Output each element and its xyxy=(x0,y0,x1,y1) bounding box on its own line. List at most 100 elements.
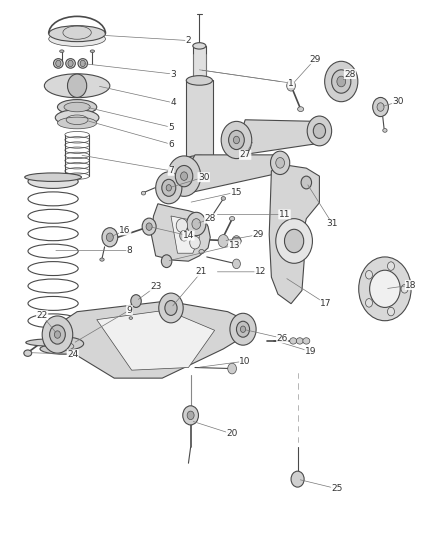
Ellipse shape xyxy=(129,317,133,319)
Circle shape xyxy=(287,80,295,91)
Ellipse shape xyxy=(100,258,104,261)
Text: 29: 29 xyxy=(309,55,321,63)
Polygon shape xyxy=(240,120,327,155)
Circle shape xyxy=(366,298,372,307)
Circle shape xyxy=(183,406,198,425)
Circle shape xyxy=(67,74,87,98)
Circle shape xyxy=(233,136,240,144)
Text: 25: 25 xyxy=(331,484,343,493)
Text: 3: 3 xyxy=(170,70,176,78)
Ellipse shape xyxy=(193,43,206,49)
Circle shape xyxy=(307,116,332,146)
Text: 8: 8 xyxy=(127,246,132,255)
Circle shape xyxy=(377,103,384,111)
Circle shape xyxy=(221,122,252,159)
Ellipse shape xyxy=(199,249,204,254)
Text: 12: 12 xyxy=(255,268,266,276)
Ellipse shape xyxy=(53,59,63,68)
Circle shape xyxy=(276,219,312,263)
Text: 22: 22 xyxy=(36,311,48,320)
Ellipse shape xyxy=(49,26,106,42)
Text: 18: 18 xyxy=(405,280,417,289)
Text: 5: 5 xyxy=(168,123,174,132)
Circle shape xyxy=(230,313,256,345)
Text: 14: 14 xyxy=(183,231,194,240)
Ellipse shape xyxy=(24,350,32,357)
Text: 1: 1 xyxy=(288,78,294,87)
Polygon shape xyxy=(151,204,210,261)
Circle shape xyxy=(401,285,408,293)
Circle shape xyxy=(167,156,201,196)
Text: 11: 11 xyxy=(279,210,290,219)
Polygon shape xyxy=(188,155,286,192)
Text: 9: 9 xyxy=(127,305,132,314)
Polygon shape xyxy=(269,165,319,304)
Circle shape xyxy=(68,60,73,67)
Ellipse shape xyxy=(28,174,78,188)
Ellipse shape xyxy=(186,156,213,165)
Circle shape xyxy=(237,321,250,337)
Circle shape xyxy=(142,218,156,235)
Circle shape xyxy=(159,293,183,323)
Text: 21: 21 xyxy=(196,268,207,276)
Circle shape xyxy=(301,176,311,189)
Circle shape xyxy=(187,212,206,236)
Circle shape xyxy=(42,316,73,353)
Text: 6: 6 xyxy=(168,140,174,149)
Text: 19: 19 xyxy=(305,347,316,356)
Circle shape xyxy=(165,301,177,316)
Ellipse shape xyxy=(78,59,88,68)
Circle shape xyxy=(54,331,60,338)
Circle shape xyxy=(161,255,172,268)
Text: 23: 23 xyxy=(150,282,161,291)
Circle shape xyxy=(80,60,85,67)
Text: 24: 24 xyxy=(67,350,78,359)
Circle shape xyxy=(291,471,304,487)
Text: 17: 17 xyxy=(320,299,332,308)
Text: 15: 15 xyxy=(231,188,242,197)
Circle shape xyxy=(233,259,240,269)
Text: 28: 28 xyxy=(205,214,216,223)
Circle shape xyxy=(56,60,61,67)
Circle shape xyxy=(175,165,193,187)
Circle shape xyxy=(325,61,358,102)
Text: 27: 27 xyxy=(240,150,251,159)
Ellipse shape xyxy=(141,191,146,195)
Text: 28: 28 xyxy=(344,70,356,78)
Circle shape xyxy=(155,172,182,204)
Text: 4: 4 xyxy=(170,98,176,107)
Polygon shape xyxy=(186,80,213,160)
Ellipse shape xyxy=(296,338,303,344)
Circle shape xyxy=(106,233,113,241)
Text: 31: 31 xyxy=(327,220,338,229)
Ellipse shape xyxy=(25,173,81,181)
Circle shape xyxy=(313,124,325,139)
Text: 10: 10 xyxy=(240,357,251,366)
Circle shape xyxy=(176,219,187,232)
Circle shape xyxy=(187,411,194,419)
Ellipse shape xyxy=(64,102,90,112)
Circle shape xyxy=(228,364,237,374)
Text: 2: 2 xyxy=(186,36,191,45)
Circle shape xyxy=(388,262,395,270)
Circle shape xyxy=(162,179,176,196)
Circle shape xyxy=(370,270,400,308)
Circle shape xyxy=(102,228,118,247)
Text: 26: 26 xyxy=(277,334,288,343)
Text: 13: 13 xyxy=(229,241,240,250)
Ellipse shape xyxy=(297,107,304,111)
Circle shape xyxy=(359,257,411,321)
Polygon shape xyxy=(188,160,210,176)
Circle shape xyxy=(240,326,246,333)
Ellipse shape xyxy=(383,128,387,132)
Circle shape xyxy=(388,308,395,316)
Text: 29: 29 xyxy=(253,230,264,239)
Circle shape xyxy=(366,271,372,279)
Circle shape xyxy=(180,172,187,180)
Ellipse shape xyxy=(49,31,106,46)
Circle shape xyxy=(232,236,241,246)
Circle shape xyxy=(218,235,229,247)
Ellipse shape xyxy=(57,100,97,115)
Ellipse shape xyxy=(57,117,97,129)
Ellipse shape xyxy=(186,76,212,85)
